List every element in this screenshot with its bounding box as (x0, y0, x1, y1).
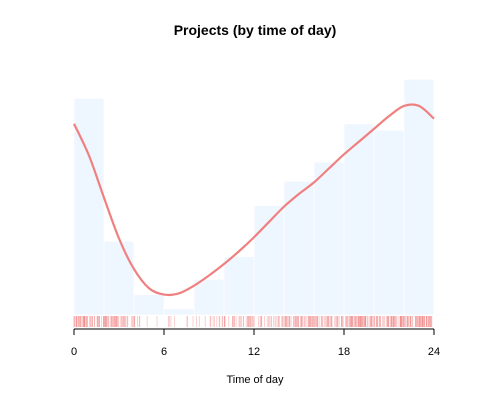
histogram-bar-11 (403, 78, 435, 316)
x-axis: 0 6 12 18 24 (71, 328, 440, 358)
histogram-bar-6 (253, 204, 285, 316)
histogram-bar-3 (163, 308, 195, 316)
x-tick-label-18: 18 (338, 346, 350, 358)
histogram-bar-12 (433, 313, 450, 316)
histogram-bar-10 (373, 129, 405, 316)
histogram-bar-4 (193, 278, 225, 316)
x-tick-label-24: 24 (428, 346, 440, 358)
x-tick-label-0: 0 (71, 346, 77, 358)
histogram-bar-2 (133, 294, 165, 316)
density-curve-group (73, 103, 435, 297)
x-axis-title: Time of day (226, 374, 284, 386)
histogram-bar-8 (313, 161, 345, 316)
histogram-bars (73, 78, 450, 316)
x-tick-label-6: 6 (161, 346, 167, 358)
density-curve (73, 103, 435, 297)
histogram-bar-1 (103, 240, 135, 316)
histogram-bar-9 (343, 123, 375, 316)
x-tick-label-12: 12 (248, 346, 260, 358)
rug-marks (73, 316, 433, 327)
histogram-bar-5 (223, 255, 255, 316)
chart-title: Projects (by time of day) (174, 22, 337, 38)
